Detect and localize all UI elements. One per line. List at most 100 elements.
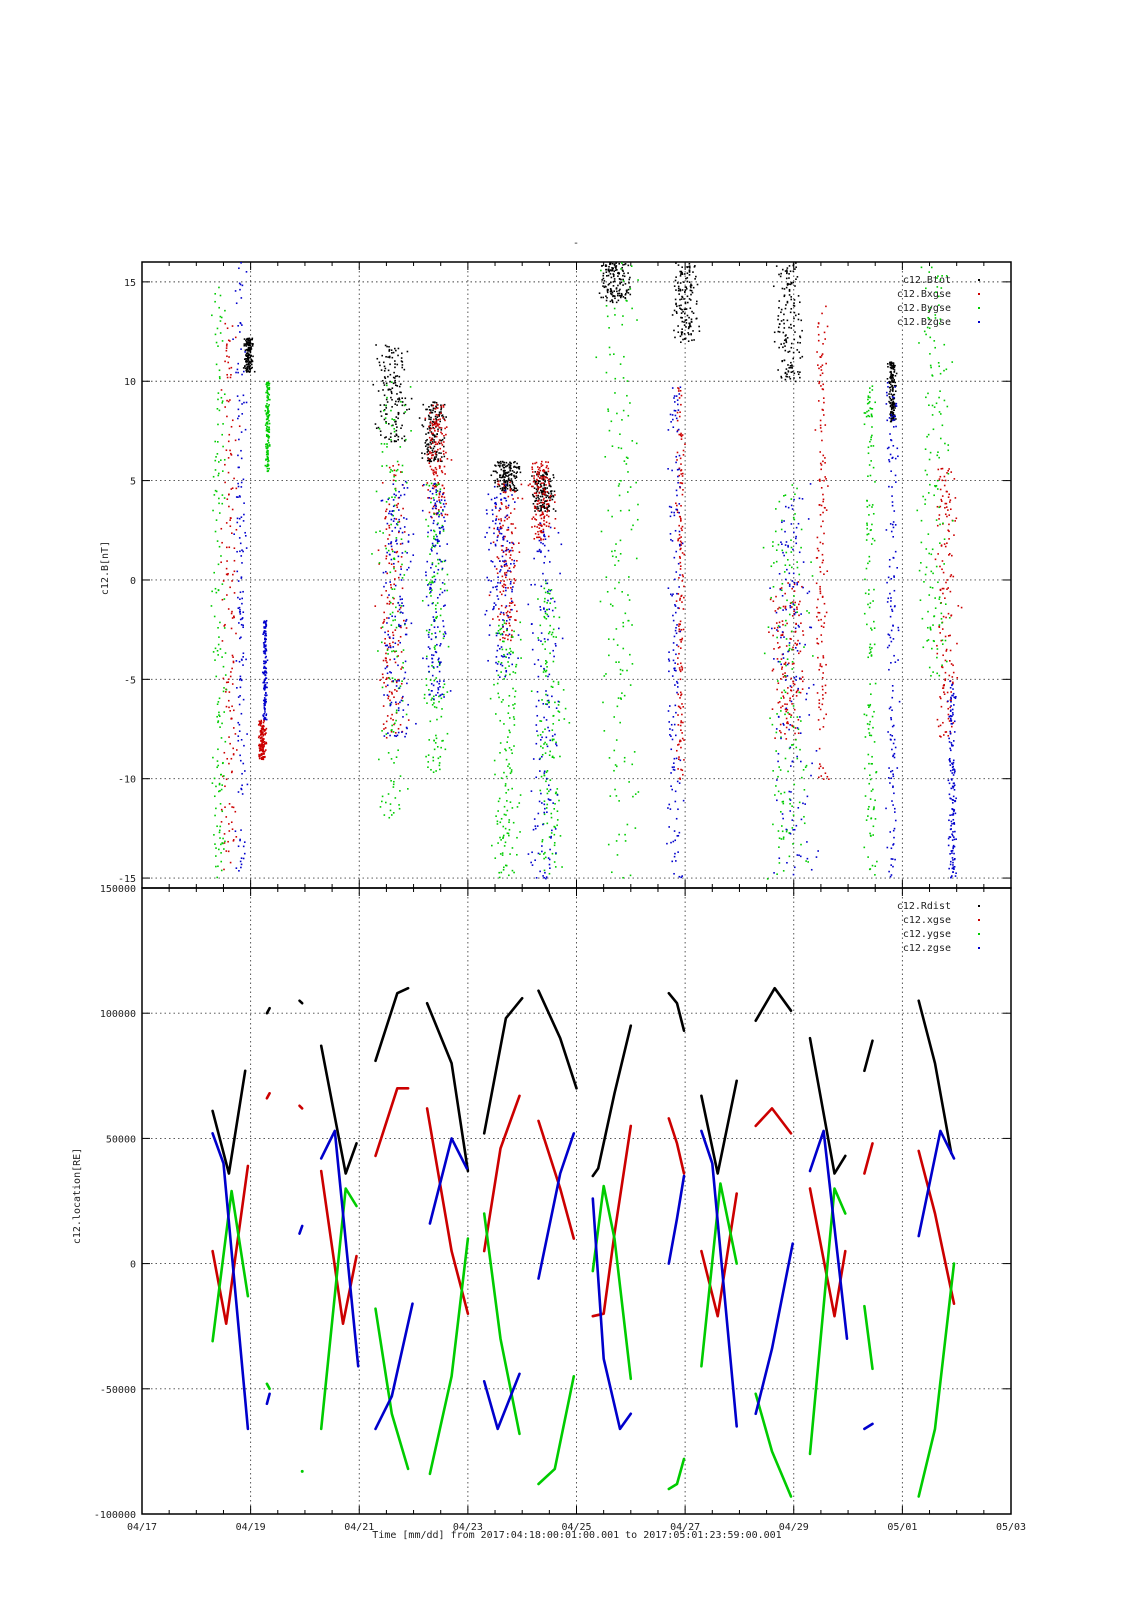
data-point bbox=[604, 285, 606, 288]
data-point bbox=[424, 445, 427, 448]
data-point bbox=[258, 722, 261, 725]
data-point bbox=[397, 354, 399, 357]
data-point bbox=[797, 318, 800, 321]
data-point bbox=[617, 284, 619, 287]
data-point bbox=[218, 286, 220, 289]
data-point bbox=[266, 403, 268, 405]
data-point bbox=[244, 367, 247, 370]
data-point bbox=[608, 270, 611, 273]
data-point bbox=[503, 771, 505, 774]
data-point bbox=[822, 511, 824, 514]
data-point bbox=[785, 368, 788, 370]
data-point bbox=[384, 436, 386, 439]
data-point bbox=[405, 620, 407, 622]
data-point bbox=[801, 676, 804, 678]
data-point bbox=[217, 474, 220, 477]
data-point bbox=[509, 469, 512, 472]
data-point bbox=[431, 703, 434, 706]
data-point bbox=[544, 591, 547, 594]
data-point bbox=[424, 417, 427, 420]
data-point bbox=[546, 661, 548, 664]
data-point bbox=[266, 386, 269, 389]
data-point bbox=[549, 478, 551, 480]
data-point bbox=[821, 408, 824, 411]
data-point bbox=[405, 726, 408, 729]
data-point bbox=[244, 531, 246, 534]
data-point bbox=[890, 408, 893, 411]
data-point bbox=[941, 467, 944, 470]
data-point bbox=[507, 506, 509, 509]
data-point bbox=[620, 447, 623, 450]
data-point bbox=[429, 465, 432, 468]
data-point bbox=[233, 477, 235, 480]
data-point bbox=[552, 474, 555, 476]
data-point bbox=[393, 567, 395, 570]
data-point bbox=[785, 738, 788, 740]
data-point bbox=[236, 749, 238, 751]
data-point bbox=[921, 617, 924, 620]
data-point bbox=[226, 498, 229, 501]
data-point bbox=[791, 703, 793, 705]
data-point bbox=[225, 449, 228, 452]
data-point bbox=[222, 761, 224, 764]
data-point bbox=[265, 692, 267, 695]
data-point bbox=[545, 473, 547, 475]
data-point bbox=[795, 746, 798, 749]
data-point bbox=[518, 551, 521, 553]
data-point bbox=[433, 618, 436, 621]
data-point bbox=[680, 768, 682, 771]
data-point bbox=[397, 560, 400, 563]
data-point bbox=[782, 673, 784, 676]
data-point bbox=[936, 648, 939, 650]
data-point bbox=[890, 419, 893, 422]
data-point bbox=[407, 540, 410, 543]
data-point bbox=[948, 514, 951, 516]
data-point bbox=[874, 818, 877, 820]
data-point bbox=[616, 854, 619, 856]
data-point bbox=[228, 433, 231, 436]
data-point bbox=[695, 303, 698, 305]
data-point bbox=[519, 471, 522, 474]
data-point bbox=[680, 536, 682, 538]
data-point bbox=[435, 483, 437, 486]
data-point bbox=[796, 566, 799, 569]
data-point bbox=[505, 576, 507, 579]
data-point bbox=[400, 668, 402, 670]
data-point bbox=[790, 744, 793, 746]
data-point bbox=[869, 407, 872, 409]
data-point bbox=[825, 478, 827, 480]
data-point bbox=[258, 753, 260, 756]
data-point bbox=[429, 720, 432, 723]
data-point bbox=[552, 714, 555, 717]
data-point bbox=[540, 529, 543, 532]
data-point bbox=[539, 757, 542, 760]
data-point bbox=[618, 292, 621, 295]
data-point bbox=[933, 340, 936, 342]
data-point bbox=[892, 393, 895, 396]
data-point bbox=[790, 342, 793, 345]
data-point bbox=[677, 289, 680, 292]
data-point bbox=[212, 509, 214, 512]
data-point bbox=[395, 434, 398, 437]
data-point bbox=[512, 821, 515, 824]
data-point bbox=[382, 705, 385, 707]
data-point bbox=[219, 294, 222, 297]
data-point bbox=[436, 691, 439, 694]
data-point bbox=[383, 376, 386, 378]
data-point bbox=[602, 701, 604, 704]
data-point bbox=[929, 628, 932, 631]
data-point bbox=[248, 371, 251, 373]
data-point bbox=[219, 332, 222, 334]
data-point bbox=[797, 373, 800, 376]
data-point bbox=[436, 602, 439, 604]
data-point bbox=[428, 628, 431, 631]
data-point bbox=[228, 823, 230, 825]
data-point bbox=[624, 263, 627, 265]
data-point bbox=[516, 806, 519, 808]
data-point bbox=[441, 591, 444, 594]
data-point bbox=[545, 617, 548, 620]
data-point bbox=[380, 434, 382, 436]
data-point bbox=[219, 803, 222, 805]
data-point bbox=[505, 775, 508, 778]
data-point bbox=[816, 547, 819, 550]
